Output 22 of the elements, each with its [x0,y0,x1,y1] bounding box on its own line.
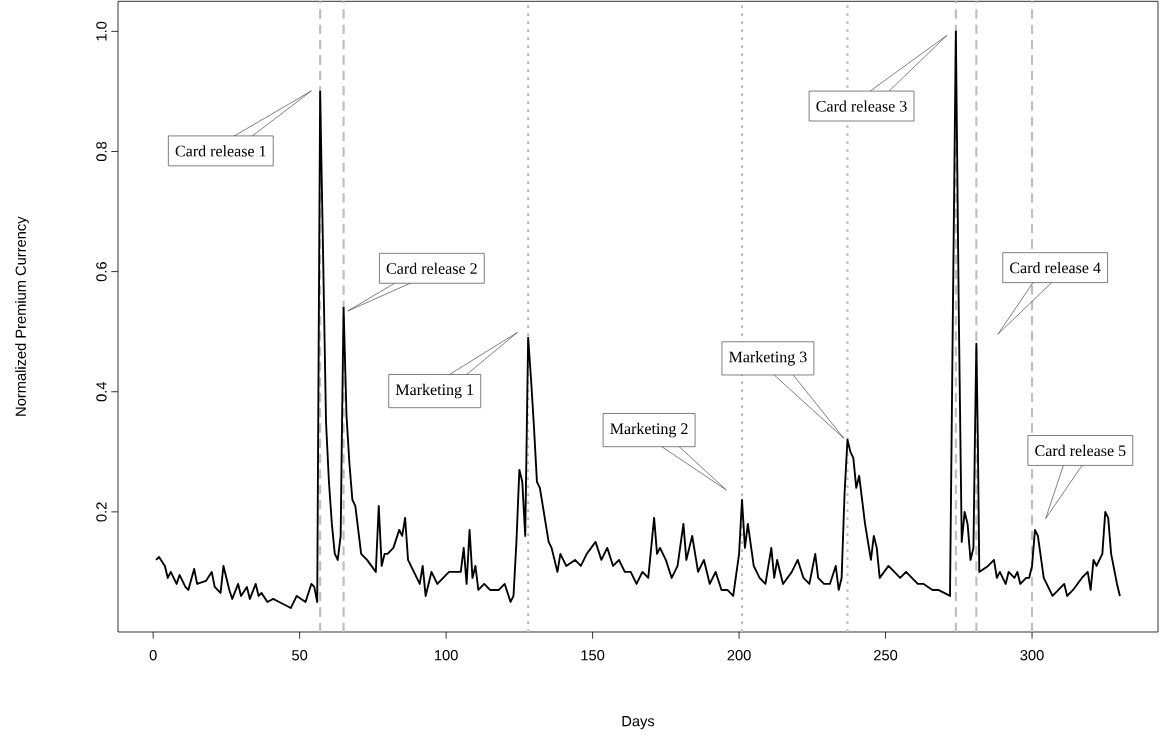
annotation: Marketing 3 [729,351,807,366]
annotation: Card release 4 [1010,262,1101,274]
x-tick-label: 100 [434,650,458,661]
y-axis-title: Normalized Premium Currency [15,216,29,416]
annotation: Card release 1 [175,145,266,157]
x-tick-label: 0 [149,650,157,661]
x-tick-label: 300 [1020,650,1044,661]
x-tick-label: 50 [292,650,308,661]
y-tick-label: 0.2 [96,502,107,522]
annotation: Card release 3 [816,100,907,112]
annotation: Card release 2 [386,262,477,274]
x-tick-label: 250 [874,650,898,661]
x-axis-title: Days [622,716,655,730]
annotation: Marketing 1 [395,383,474,399]
y-tick-label: 0.4 [96,381,107,402]
y-tick-label: 0.6 [96,262,107,282]
y-tick-label: 1.0 [96,21,107,41]
x-tick-label: 150 [581,650,605,661]
annotation: Marketing 2 [610,422,688,438]
annotation: Card release 5 [1035,444,1126,457]
x-tick-label: 200 [727,650,751,661]
y-tick-label: 0.8 [96,141,107,162]
